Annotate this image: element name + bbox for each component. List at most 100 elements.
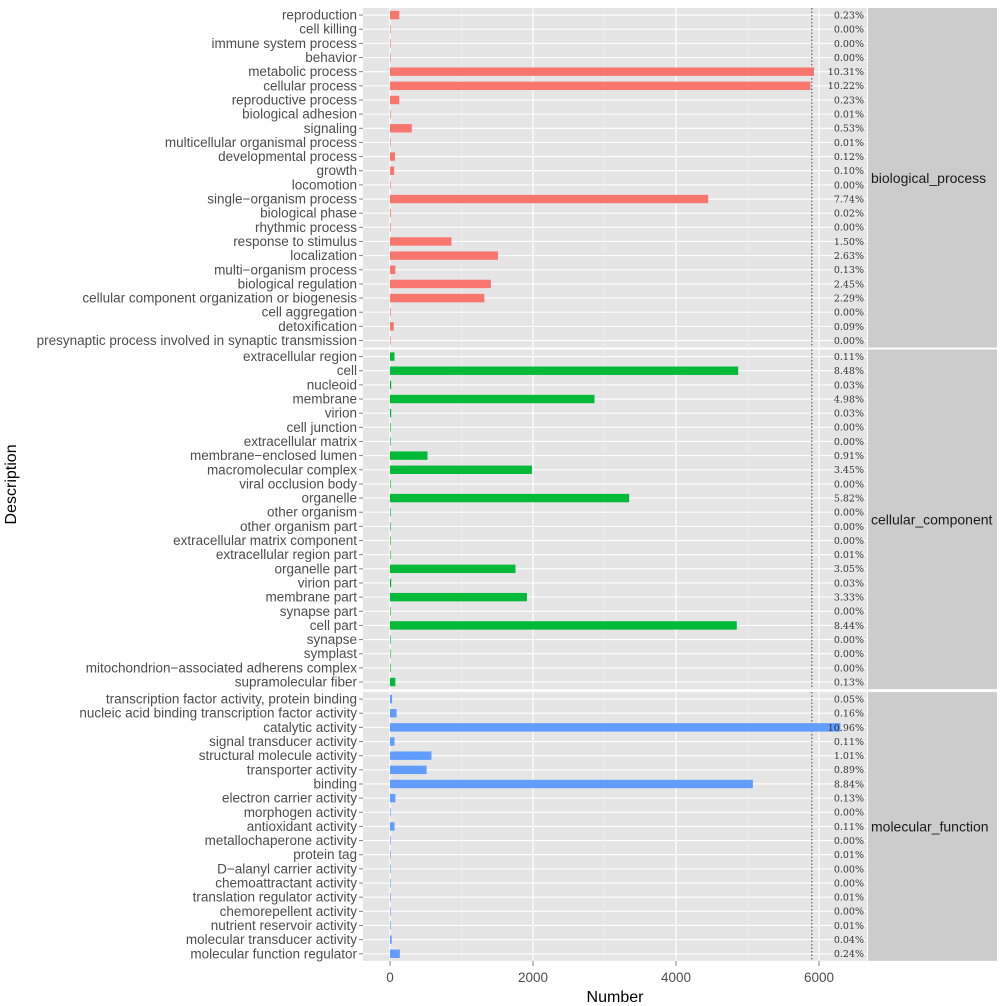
bar bbox=[390, 352, 395, 361]
category-label: nutrient reservoir activity bbox=[211, 918, 358, 933]
percent-label: 0.11% bbox=[834, 822, 864, 833]
bar bbox=[390, 935, 392, 944]
bar bbox=[390, 793, 396, 803]
category-label: extracellular region part bbox=[216, 547, 357, 562]
category-label: membrane−enclosed lumen bbox=[190, 448, 357, 463]
panel-background bbox=[363, 8, 867, 348]
percent-label: 3.05% bbox=[834, 564, 864, 575]
category-label: detoxification bbox=[278, 319, 357, 334]
percent-label: 0.00% bbox=[834, 25, 864, 36]
category-label: multicellular organismal process bbox=[165, 135, 357, 150]
percent-label: 7.74% bbox=[834, 194, 864, 205]
percent-label: 2.63% bbox=[834, 251, 864, 262]
category-label: multi−organism process bbox=[214, 262, 357, 277]
category-label: growth bbox=[316, 163, 357, 178]
percent-label: 0.00% bbox=[834, 649, 864, 660]
percent-label: 0.00% bbox=[834, 663, 864, 674]
category-label: morphogen activity bbox=[244, 805, 358, 820]
category-label: protein tag bbox=[293, 847, 357, 862]
percent-label: 0.00% bbox=[834, 878, 864, 889]
category-label: synapse part bbox=[280, 604, 358, 619]
category-label: localization bbox=[290, 248, 357, 263]
bar bbox=[390, 293, 485, 303]
percent-label: 0.01% bbox=[834, 110, 864, 121]
category-label: macromolecular complex bbox=[207, 462, 357, 477]
percent-label: 0.03% bbox=[834, 578, 864, 589]
percent-label: 0.00% bbox=[834, 508, 864, 519]
percent-label: 0.05% bbox=[834, 694, 864, 705]
percent-label: 0.02% bbox=[834, 209, 864, 220]
category-label: nucleoid bbox=[307, 377, 357, 392]
bar bbox=[390, 536, 391, 545]
category-label: chemoattractant activity bbox=[215, 876, 357, 891]
bar bbox=[390, 493, 630, 503]
category-label: reproductive process bbox=[232, 92, 358, 107]
category-label: extracellular region bbox=[243, 349, 357, 364]
category-label: biological phase bbox=[260, 206, 357, 221]
percent-label: 0.01% bbox=[834, 550, 864, 561]
percent-label: 8.48% bbox=[834, 366, 864, 377]
bar bbox=[390, 592, 527, 602]
bar bbox=[390, 921, 391, 930]
bar bbox=[390, 677, 396, 687]
category-label: transcription factor activity, protein b… bbox=[106, 692, 357, 707]
percent-label: 0.13% bbox=[834, 265, 864, 276]
category-label: extracellular matrix bbox=[244, 434, 358, 449]
bar bbox=[390, 166, 395, 175]
category-label: membrane bbox=[292, 392, 357, 407]
bar bbox=[390, 822, 395, 831]
category-label: viral occlusion body bbox=[239, 476, 357, 491]
category-label: cell killing bbox=[299, 22, 357, 37]
percent-label: 0.01% bbox=[834, 893, 864, 904]
bar bbox=[390, 949, 400, 958]
category-label: signal transducer activity bbox=[209, 734, 357, 749]
percent-label: 0.00% bbox=[834, 836, 864, 847]
bar bbox=[390, 223, 391, 232]
facet-strip bbox=[868, 349, 997, 690]
bar bbox=[390, 836, 391, 845]
category-label: nucleic acid binding transcription facto… bbox=[79, 706, 357, 721]
category-label: cell aggregation bbox=[262, 305, 357, 320]
bar bbox=[390, 380, 392, 390]
percent-label: 0.03% bbox=[834, 409, 864, 420]
category-label: organelle part bbox=[274, 561, 357, 576]
bar bbox=[390, 208, 391, 218]
category-label: response to stimulus bbox=[233, 234, 357, 249]
panel-background bbox=[363, 349, 867, 690]
facet-strip bbox=[868, 8, 997, 348]
x-tick-label: 6000 bbox=[804, 970, 834, 985]
category-label: virion bbox=[325, 406, 357, 421]
bar bbox=[390, 709, 397, 718]
category-label: reproduction bbox=[282, 8, 357, 23]
category-label: membrane part bbox=[265, 590, 357, 605]
y-axis-title: Description bbox=[3, 444, 20, 524]
bar bbox=[390, 265, 396, 274]
category-label: presynaptic process involved in synaptic… bbox=[37, 333, 357, 348]
bar bbox=[390, 39, 391, 48]
category-label: supramolecular fiber bbox=[235, 675, 358, 690]
percent-label: 2.29% bbox=[834, 293, 864, 304]
x-tick-label: 2000 bbox=[518, 970, 548, 985]
percent-label: 0.00% bbox=[834, 864, 864, 875]
category-label: immune system process bbox=[211, 36, 357, 51]
category-label: symplast bbox=[304, 646, 358, 661]
bar bbox=[390, 751, 432, 760]
panels-layer: reproduction 0.23% cell killing 0.00% immune… bbox=[37, 8, 997, 961]
x-axis-title: Number bbox=[587, 989, 645, 1006]
category-label: electron carrier activity bbox=[222, 791, 357, 806]
percent-label: 0.00% bbox=[834, 53, 864, 64]
percent-label: 0.00% bbox=[834, 180, 864, 191]
category-label: locomotion bbox=[292, 177, 357, 192]
percent-label: 5.82% bbox=[834, 493, 864, 504]
percent-label: 1.01% bbox=[834, 751, 864, 762]
bar bbox=[390, 808, 391, 817]
facet-strip-label: cellular_component bbox=[871, 511, 993, 527]
category-label: biological adhesion bbox=[242, 107, 357, 122]
bar bbox=[390, 109, 391, 119]
category-label: structural molecule activity bbox=[199, 748, 358, 763]
bar bbox=[390, 907, 391, 916]
category-label: extracellular matrix component bbox=[173, 533, 357, 548]
category-label: catalytic activity bbox=[263, 720, 357, 735]
bar bbox=[390, 522, 391, 531]
